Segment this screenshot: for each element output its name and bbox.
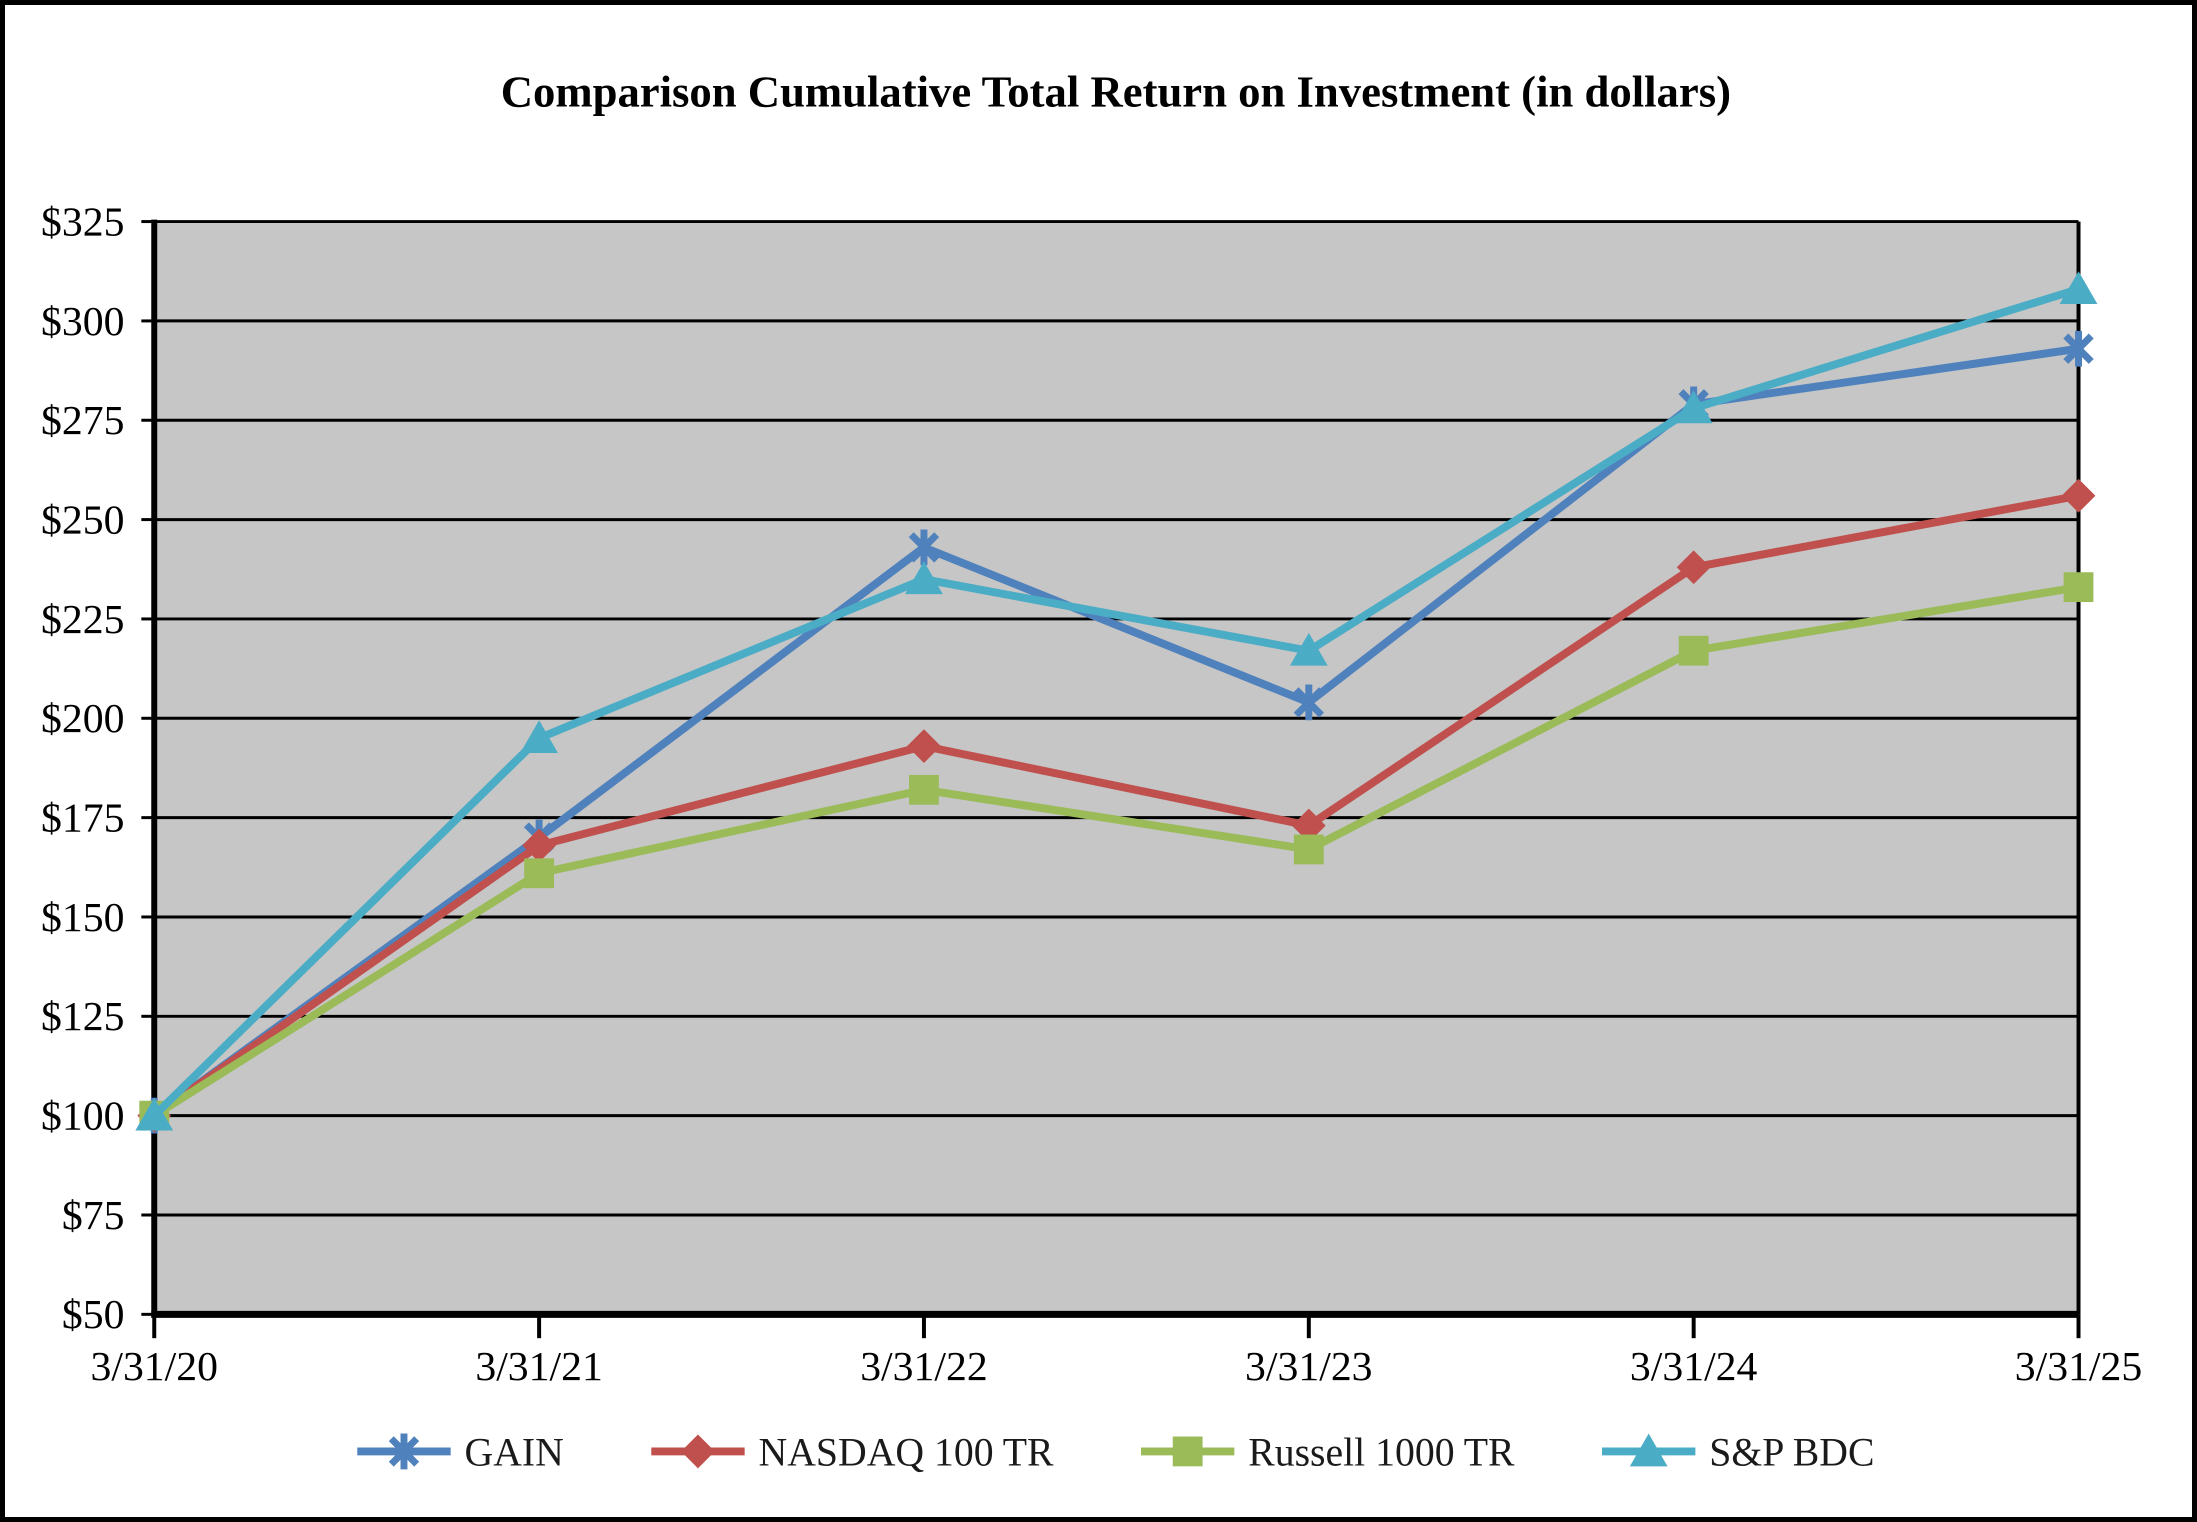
legend-label-nasdaq-100-tr: NASDAQ 100 TR (759, 1430, 1054, 1474)
marker-nasdaq-100-tr (522, 828, 556, 863)
series-line-russell-1000-tr (150, 583, 2083, 1120)
marker-s-p-bdc (905, 561, 943, 595)
marker-russell-1000-tr (1678, 635, 1709, 666)
marker-gain (908, 529, 940, 566)
series-s-p-bdc (135, 271, 2098, 1131)
marker-s-p-bdc (1289, 632, 1328, 666)
legend-item-s-p-bdc: S&P BDC (1601, 1430, 1874, 1474)
series-line-gain (150, 344, 2083, 1120)
legend-marker-russell-1000-tr (1172, 1436, 1203, 1467)
marker-gain (2063, 330, 2094, 367)
marker-russell-1000-tr (1293, 834, 1324, 865)
legend-marker-gain (388, 1433, 420, 1470)
marker-s-p-bdc (2059, 271, 2098, 305)
x-tick-label: 3/31/22 (860, 1344, 987, 1390)
x-tick-label: 3/31/20 (91, 1344, 218, 1390)
x-axis-labels: 3/31/20 3/31/21 3/31/22 3/31/23 3/31/24 3/31/… (91, 1344, 2143, 1390)
y-tick-label: $275 (41, 398, 124, 444)
series-line-nasdaq-100-tr (150, 491, 2083, 1120)
y-tick-label: $50 (62, 1292, 125, 1338)
plot-area: $50 $75 $100 $125 $150 $175 $200 $225 $250 $275 $3… (41, 199, 2142, 1389)
legend-label-s-p-bdc: S&P BDC (1709, 1430, 1874, 1474)
marker-russell-1000-tr (2063, 572, 2094, 603)
y-tick-label: $300 (41, 299, 124, 345)
legend-marker-nasdaq-100-tr (681, 1434, 715, 1469)
legend-item-russell-1000-tr: Russell 1000 TR (1140, 1430, 1515, 1474)
marker-s-p-bdc (135, 1097, 174, 1131)
marker-gain (1293, 684, 1324, 721)
performance-chart: Comparison Cumulative Total Return on In… (41, 66, 2142, 1474)
marker-nasdaq-100-tr (907, 729, 941, 763)
marker-russell-1000-tr (909, 774, 939, 805)
y-tick-label: $250 (41, 498, 124, 544)
legend-item-nasdaq-100-tr: NASDAQ 100 TR (651, 1430, 1054, 1474)
marker-russell-1000-tr (524, 858, 555, 889)
y-tick-label: $125 (41, 994, 124, 1040)
x-tick-label: 3/31/21 (475, 1344, 602, 1390)
marker-s-p-bdc (520, 720, 558, 754)
y-tick-label: $175 (41, 796, 124, 842)
y-tick-label: $75 (62, 1193, 125, 1239)
plot-background (154, 221, 2079, 1315)
chart-title: Comparison Cumulative Total Return on In… (501, 66, 1731, 116)
marker-s-p-bdc (1674, 390, 1713, 424)
y-axis-labels: $50 $75 $100 $125 $150 $175 $200 $225 $250 $275 $3… (41, 199, 124, 1338)
x-tick-label: 3/31/23 (1245, 1344, 1372, 1390)
y-tick-label: $200 (41, 696, 124, 742)
x-tick-label: 3/31/25 (2015, 1344, 2142, 1390)
y-tick-label: $225 (41, 597, 124, 643)
legend-marker-s-p-bdc (1629, 1433, 1668, 1467)
legend-label-gain: GAIN (465, 1430, 564, 1474)
legend-label-russell-1000-tr: Russell 1000 TR (1248, 1430, 1515, 1474)
marker-nasdaq-100-tr (2061, 478, 2096, 513)
series-nasdaq-100-tr (137, 478, 2096, 1133)
series-layer (135, 271, 2098, 1134)
y-tick-label: $325 (41, 199, 124, 245)
chart-legend: GAIN NASDAQ 100 TR Russell 1000 TR S&P BDC (357, 1430, 1874, 1474)
legend-item-gain: GAIN (357, 1430, 564, 1474)
x-tick-label: 3/31/24 (1630, 1344, 1758, 1390)
y-tick-label: $150 (41, 895, 124, 941)
series-line-s-p-bdc (150, 285, 2083, 1120)
y-tick-label: $100 (41, 1094, 124, 1140)
